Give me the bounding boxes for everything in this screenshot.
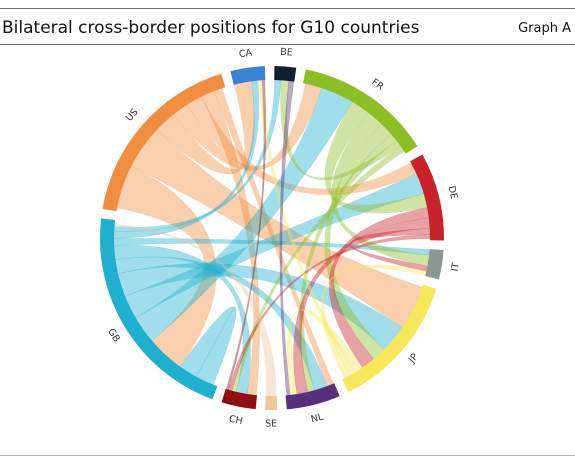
arc-gb [100, 218, 218, 400]
ribbon-gb-be [113, 79, 282, 232]
label-be: BE [280, 47, 293, 59]
ribbon-jp-nl [286, 308, 363, 396]
ribbon-de-nl [293, 217, 430, 395]
header-rule [0, 44, 575, 45]
ribbon-gb-ch [113, 244, 251, 395]
ribbon-ch-ca [225, 79, 267, 391]
label-it: IT [450, 262, 462, 272]
label-gb: GB [105, 327, 122, 345]
label-ca: CA [238, 47, 253, 60]
ribbon-fr-jp [324, 123, 392, 360]
arc-it [425, 249, 444, 280]
ribbon-gb-nl [115, 256, 328, 391]
ribbon-gb-it [113, 238, 430, 256]
label-jp: JP [406, 352, 421, 367]
arc-be [274, 66, 297, 82]
ribbon-fr-be [280, 79, 401, 181]
bottom-rule [0, 455, 575, 456]
label-ch: CH [228, 414, 244, 427]
chart-title: Bilateral cross-border positions for G10… [2, 18, 420, 38]
ribbon-us-gb [116, 165, 217, 367]
label-us: US [124, 107, 141, 124]
arcs-group [100, 66, 444, 410]
graph-id: Graph A [518, 21, 571, 36]
ribbon-nl-be [279, 80, 295, 396]
arc-se [265, 395, 278, 410]
label-de: DE [445, 185, 459, 201]
ribbon-jp-ca [257, 80, 356, 376]
chart-header: Bilateral cross-border positions for G10… [0, 10, 575, 44]
label-nl: NL [310, 411, 325, 425]
top-rule [0, 8, 575, 9]
arc-us [102, 73, 226, 212]
label-fr: FR [369, 77, 386, 93]
arc-jp [342, 284, 437, 393]
ribbon-se-gb [114, 223, 277, 397]
label-se: SE [265, 418, 277, 429]
arc-ca [230, 66, 266, 85]
arc-nl [285, 383, 340, 410]
ribbons-group [113, 79, 431, 397]
arc-de [410, 154, 444, 241]
arc-fr [302, 69, 418, 154]
arc-ch [221, 389, 258, 410]
